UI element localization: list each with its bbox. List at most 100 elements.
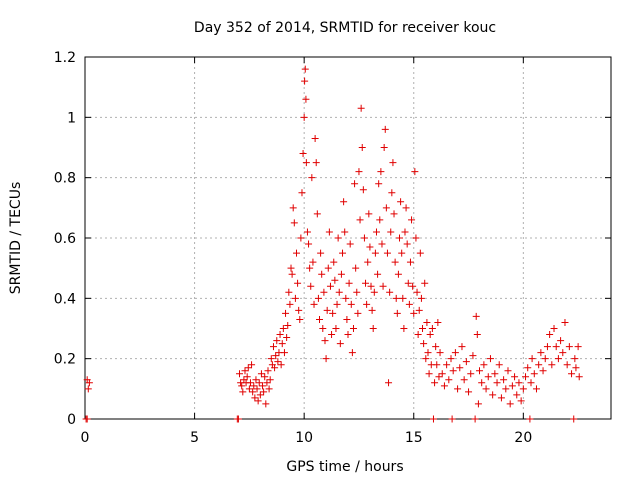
data-point (254, 397, 262, 405)
data-point (504, 367, 512, 375)
data-point (574, 343, 582, 351)
data-point (513, 391, 521, 399)
data-point (535, 361, 543, 369)
data-point (271, 364, 279, 372)
data-point (388, 189, 396, 197)
data-point (343, 315, 351, 323)
data-point (356, 216, 364, 224)
data-point (267, 355, 275, 363)
data-point (367, 282, 375, 290)
data-point (355, 168, 363, 176)
data-point (239, 388, 247, 396)
data-point (371, 249, 379, 257)
data-points (82, 65, 583, 423)
data-point (449, 367, 457, 375)
data-point (296, 315, 304, 323)
data-point (298, 189, 306, 197)
data-point (526, 415, 534, 423)
data-point (321, 337, 329, 345)
y-axis-label: SRMTID / TECUs (8, 182, 24, 295)
data-point (263, 379, 271, 387)
data-point (236, 370, 244, 378)
data-point (310, 300, 318, 308)
data-point (257, 370, 265, 378)
data-point (412, 234, 420, 242)
data-point (458, 343, 466, 351)
data-point (362, 279, 370, 287)
data-point (288, 270, 296, 278)
data-point (432, 343, 440, 351)
data-point (401, 228, 409, 236)
data-point (454, 385, 462, 393)
data-point (326, 282, 334, 290)
data-point (353, 288, 361, 296)
data-point (364, 258, 372, 266)
data-point (344, 331, 352, 339)
data-point (517, 397, 525, 405)
data-point (546, 331, 554, 339)
data-point (515, 379, 523, 387)
data-point (245, 385, 253, 393)
data-point (337, 270, 345, 278)
data-point (410, 309, 418, 317)
data-point (563, 361, 571, 369)
data-point (319, 325, 327, 332)
data-point (539, 367, 547, 375)
data-point (462, 358, 470, 366)
data-point (375, 180, 383, 188)
data-point (422, 355, 430, 363)
data-point (333, 300, 341, 308)
data-point (309, 258, 317, 266)
data-point (425, 370, 433, 378)
data-point (394, 270, 402, 278)
data-point (359, 186, 367, 194)
data-point (397, 198, 405, 206)
data-point (324, 264, 332, 272)
data-point (552, 343, 560, 351)
data-point (342, 294, 350, 302)
y-tick-label: 1.2 (54, 50, 76, 66)
data-point (506, 400, 514, 408)
data-point (493, 379, 501, 387)
data-point (398, 249, 406, 257)
data-point (301, 65, 309, 73)
data-point (372, 228, 380, 236)
data-point (252, 376, 260, 384)
x-tick-label: 15 (405, 430, 423, 446)
data-point (565, 343, 573, 351)
data-point (278, 340, 286, 348)
data-point (491, 370, 499, 378)
data-point (484, 373, 492, 381)
data-point (238, 382, 246, 390)
data-point (480, 361, 488, 369)
data-point (255, 379, 263, 387)
data-point (334, 234, 342, 242)
data-point (283, 334, 291, 342)
data-point (285, 288, 293, 296)
data-point (336, 340, 344, 348)
data-point (440, 382, 448, 390)
data-point (409, 282, 417, 290)
data-point (471, 415, 479, 423)
data-point (365, 210, 373, 218)
data-point (383, 249, 391, 257)
data-point (308, 174, 316, 182)
data-point (436, 349, 444, 357)
data-point (489, 391, 497, 399)
data-point (243, 373, 251, 381)
data-point (424, 349, 432, 357)
data-point (249, 388, 257, 396)
data-point (404, 279, 412, 287)
data-point (411, 168, 419, 176)
data-point (265, 385, 273, 393)
data-point (259, 382, 267, 390)
data-point (368, 306, 376, 314)
data-point (246, 379, 254, 387)
data-point (260, 388, 268, 396)
data-point (251, 394, 259, 402)
data-point (312, 159, 320, 167)
data-point (341, 228, 349, 236)
data-point (385, 379, 393, 387)
data-point (561, 318, 569, 326)
